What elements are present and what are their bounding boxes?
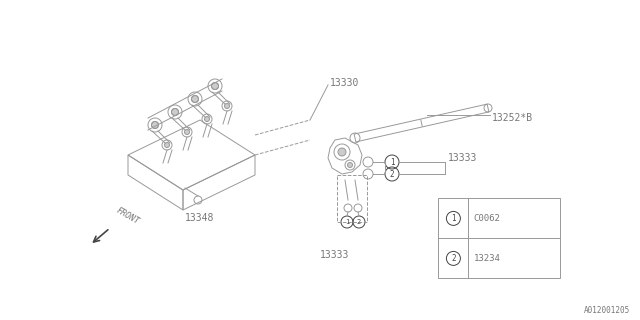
Text: 13333: 13333	[448, 153, 477, 163]
Circle shape	[191, 95, 198, 102]
Circle shape	[338, 148, 346, 156]
Text: 2: 2	[357, 219, 361, 225]
Bar	[438, 198, 560, 278]
Circle shape	[225, 103, 230, 108]
Text: FRONT: FRONT	[115, 206, 141, 226]
Circle shape	[152, 122, 159, 129]
Circle shape	[211, 83, 218, 90]
Circle shape	[348, 163, 353, 167]
Text: 13234: 13234	[474, 254, 500, 263]
Circle shape	[164, 142, 170, 148]
Text: 13330: 13330	[330, 78, 360, 88]
Bar	[337, 175, 367, 222]
Text: 1: 1	[345, 219, 349, 225]
Circle shape	[172, 108, 179, 116]
Text: A012001205: A012001205	[584, 306, 630, 315]
Text: C0062: C0062	[474, 214, 500, 223]
Text: 13348: 13348	[186, 213, 214, 223]
Text: 1: 1	[451, 214, 456, 223]
Circle shape	[205, 116, 209, 122]
Text: 13333: 13333	[320, 250, 349, 260]
Text: 13252*B: 13252*B	[492, 113, 533, 123]
Text: 1: 1	[390, 157, 394, 166]
Circle shape	[184, 130, 189, 134]
Text: 2: 2	[390, 170, 394, 179]
Text: 2: 2	[451, 254, 456, 263]
